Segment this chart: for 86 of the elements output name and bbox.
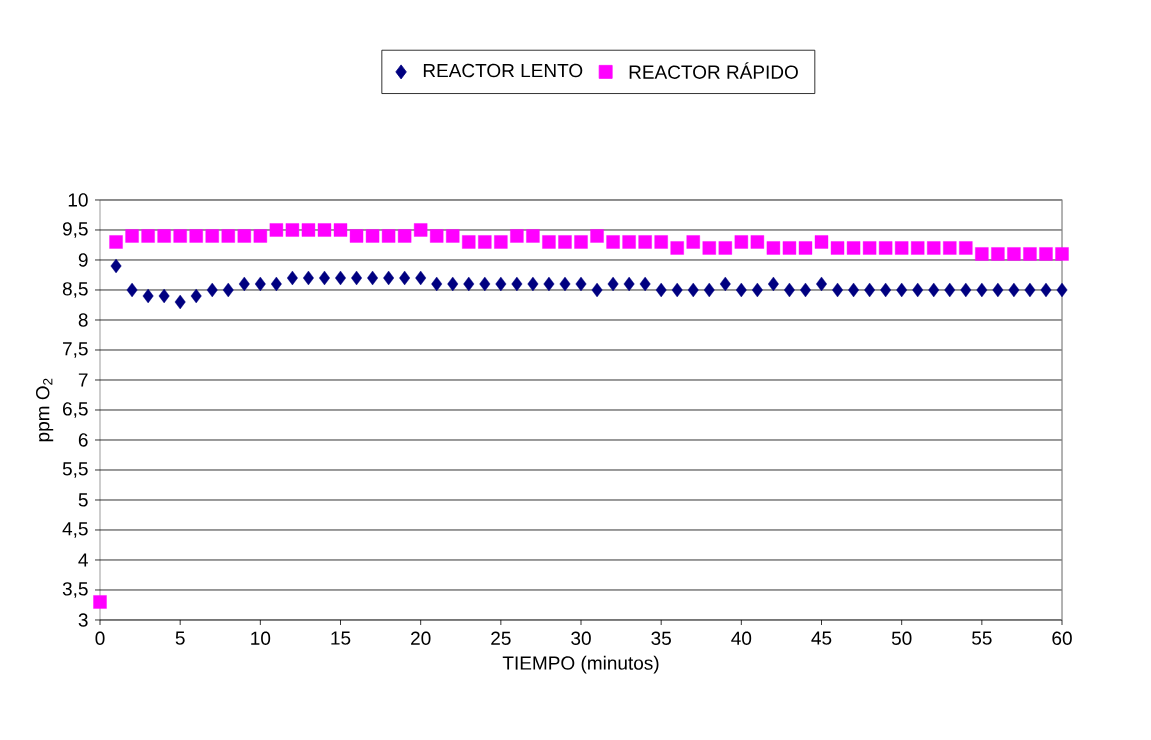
y-tick-label: 10 (68, 193, 88, 207)
point (270, 276, 282, 292)
point (928, 282, 940, 298)
point (110, 258, 122, 274)
point (222, 282, 234, 298)
x-tick-label: 35 (651, 631, 671, 645)
point (591, 282, 603, 298)
point (671, 282, 683, 298)
point (735, 282, 747, 298)
point (527, 276, 539, 292)
point (623, 276, 635, 292)
point (158, 288, 170, 304)
point (431, 276, 443, 292)
point (575, 276, 587, 292)
y-tick-label: 6 (78, 433, 88, 447)
point (399, 270, 411, 286)
point (976, 282, 988, 298)
x-tick-label: 5 (175, 631, 185, 645)
point (783, 282, 795, 298)
point (944, 282, 956, 298)
y-tick-label: 6,5 (63, 402, 88, 418)
x-tick-label: 10 (251, 631, 271, 645)
y-tick-label: 9 (78, 253, 88, 267)
point (447, 276, 459, 292)
point (415, 270, 427, 286)
x-tick-label: 55 (972, 631, 992, 645)
x-tick-label: 0 (95, 631, 105, 645)
point (126, 282, 138, 298)
x-tick-label: 15 (331, 631, 351, 645)
y-tick-label: 8 (78, 313, 88, 327)
point (479, 276, 491, 292)
point (142, 288, 154, 304)
point (655, 282, 667, 298)
y-tick-label: 5,5 (62, 462, 88, 478)
point (1024, 282, 1036, 298)
point (1056, 282, 1068, 298)
point (719, 276, 731, 292)
point (687, 282, 699, 298)
y-tick-label: 8,5 (62, 282, 88, 298)
point (639, 276, 651, 292)
x-tick-label: 50 (891, 631, 912, 645)
point (367, 270, 379, 286)
y-tick-label: 3 (78, 613, 88, 627)
point (848, 282, 860, 298)
y-tick-label: 7 (78, 373, 88, 387)
point (751, 282, 763, 298)
point (703, 282, 715, 298)
x-axis-title: TIEMPO (minutos) (502, 655, 659, 674)
point (1008, 282, 1020, 298)
point (960, 282, 972, 298)
x-tick-label: 20 (411, 631, 431, 645)
x-tick-label: 40 (731, 631, 752, 645)
x-tick-label: 30 (571, 631, 591, 645)
point (864, 282, 876, 298)
legend-label: REACTOR RÁPIDO (629, 62, 798, 79)
y-tick-label: 3,5 (62, 582, 88, 598)
point (238, 276, 250, 292)
point (206, 282, 218, 298)
point (190, 288, 202, 304)
point (254, 276, 266, 292)
x-tick-label: 25 (491, 631, 511, 645)
point (767, 276, 779, 292)
y-axis-title: ppm O$_{2}$ (35, 378, 54, 442)
point (607, 276, 619, 292)
point (174, 294, 186, 310)
point (286, 270, 298, 286)
x-tick-label: 60 (1052, 631, 1072, 645)
point (912, 282, 924, 298)
point (559, 276, 571, 292)
x-tick-label: 45 (811, 631, 832, 645)
y-tick-label: 9,5 (62, 222, 88, 238)
y-tick-label: 7,5 (63, 342, 88, 358)
y-tick-label: 4,5 (62, 522, 88, 538)
point (880, 282, 892, 298)
point (543, 276, 555, 292)
point (896, 282, 908, 298)
point (992, 282, 1004, 298)
y-tick-label: 5 (78, 493, 88, 507)
point (1040, 282, 1052, 298)
point (463, 276, 475, 292)
legend-label: REACTOR LENTO (423, 63, 583, 78)
point (302, 270, 314, 286)
point (495, 276, 507, 292)
y-tick-label: 4 (78, 553, 88, 567)
point (511, 276, 523, 292)
point (383, 270, 395, 286)
